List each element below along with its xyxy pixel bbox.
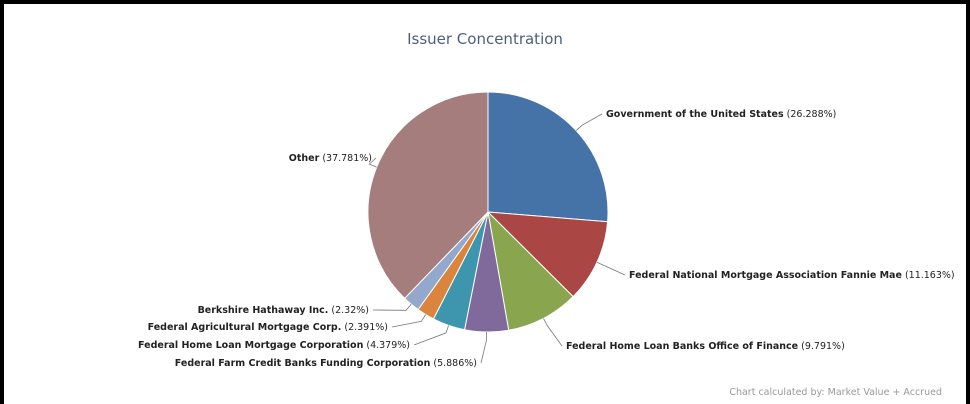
connector-line-2 <box>596 261 626 276</box>
slice-label-3: Federal Home Loan Banks Office of Financ… <box>566 341 845 352</box>
connector-line-1 <box>575 113 603 131</box>
slice-label-6: Federal Agricultural Mortgage Corp. (2.3… <box>148 322 388 333</box>
pie-slice-3[interactable] <box>487 210 574 331</box>
connector-line-7 <box>372 303 412 311</box>
slice-label-7: Berkshire Hathaway Inc. (2.32%) <box>198 305 369 316</box>
pie-slice-2[interactable] <box>486 211 609 298</box>
connector-line-4 <box>480 331 487 364</box>
slice-label-1: Government of the United States (26.288%… <box>606 109 836 120</box>
slice-label-8: Other (37.781%) <box>289 153 372 164</box>
connector-line-5 <box>413 325 449 346</box>
slice-label-2: Federal National Mortgage Association Fa… <box>629 270 955 281</box>
chart-title: Issuer Concentration <box>407 30 563 48</box>
connector-line-6 <box>391 314 426 328</box>
connector-line-3 <box>543 318 563 347</box>
slice-label-5: Federal Home Loan Mortgage Corporation (… <box>138 340 410 351</box>
connector-line-8 <box>368 157 377 168</box>
pie-slice-8[interactable] <box>367 91 489 300</box>
calculation-note: Chart calculated by: Market Value + Accr… <box>729 387 942 398</box>
slice-label-4: Federal Farm Credit Banks Funding Corpor… <box>175 358 477 369</box>
pie-slice-1[interactable] <box>487 91 609 223</box>
